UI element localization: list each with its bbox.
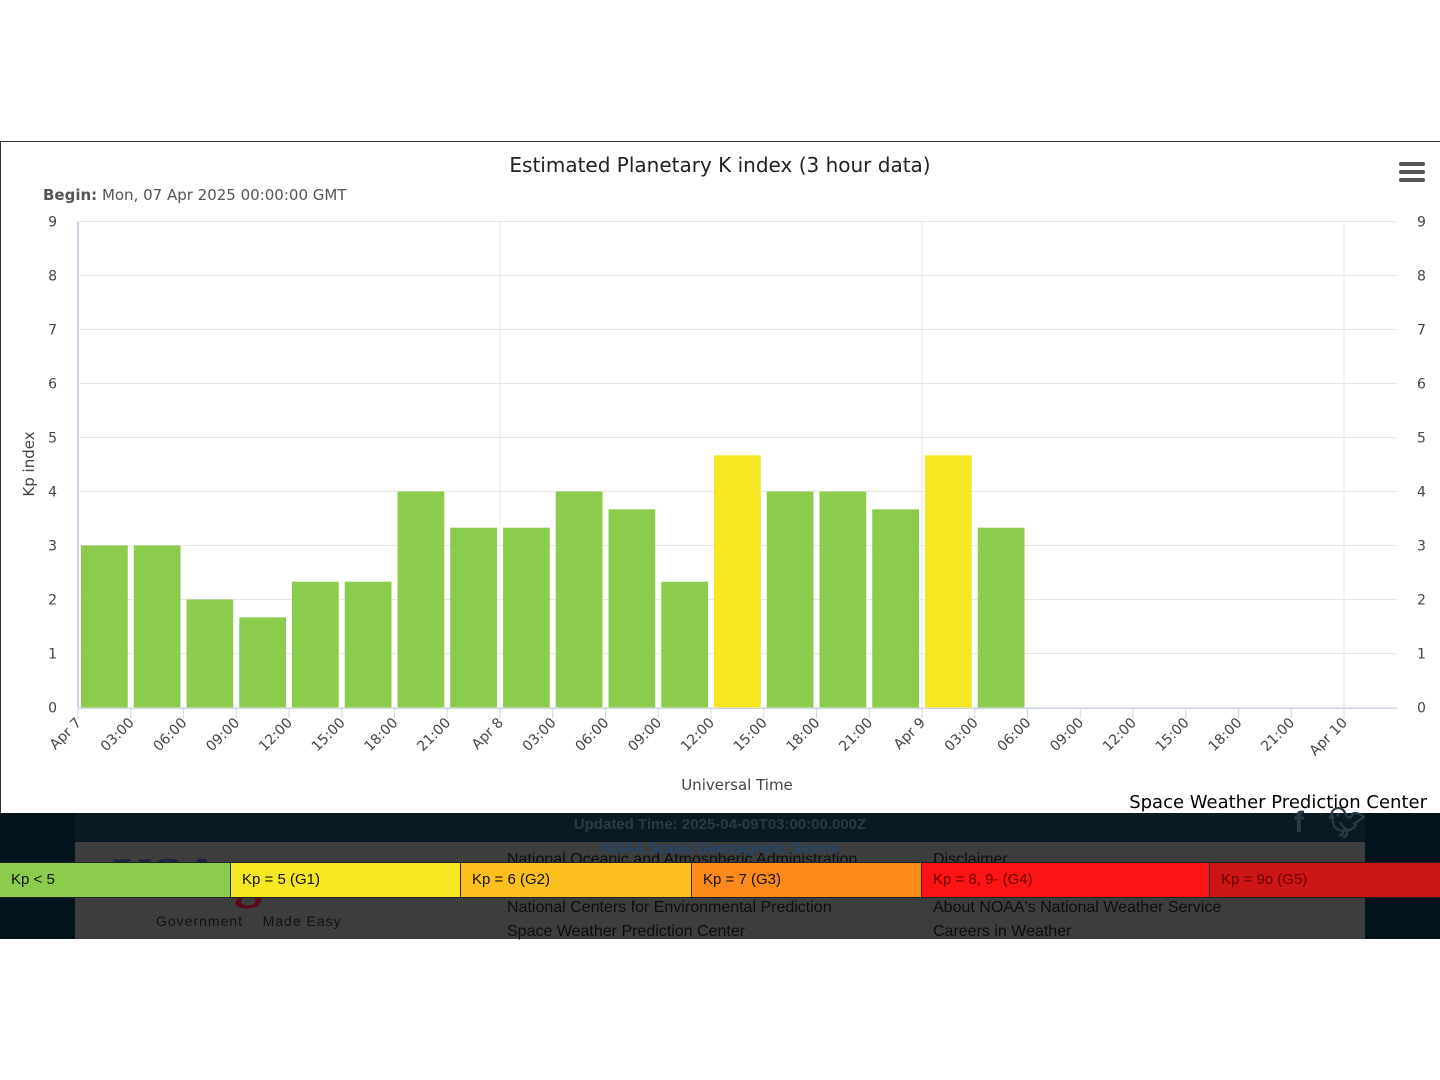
facebook-icon[interactable]: f (1294, 806, 1304, 839)
hamburger-menu-icon[interactable] (1399, 162, 1425, 184)
x-tick-label: 15:00 (1153, 715, 1193, 755)
footer-link-ncep[interactable]: National Centers for Environmental Predi… (507, 899, 832, 916)
y-tick-label-right: 1 (1417, 647, 1426, 663)
y-tick-label: 2 (48, 593, 57, 609)
y-tick-label: 1 (48, 647, 57, 663)
y-tick-label: 7 (48, 323, 57, 339)
kp-bar (450, 527, 497, 708)
y-tick-label: 6 (48, 377, 57, 393)
x-tick-label: 03:00 (520, 715, 560, 755)
kp-bar (714, 455, 761, 708)
kp-bar (503, 527, 550, 708)
kp-index-chart: 0 0 1 1 2 2 3 3 4 4 5 5 6 6 7 7 8 8 9 9 Apr 7 03:00 06:00 09:00… (20, 153, 1428, 813)
x-tick-label: 06:00 (572, 715, 612, 755)
kp-bar (344, 581, 392, 708)
y-tick-label: 4 (48, 485, 57, 501)
twitter-icon[interactable]: 🐦︎ (1328, 807, 1367, 840)
x-tick-label: Apr 7 (47, 715, 85, 753)
footer-link-swpc[interactable]: Space Weather Prediction Center (507, 923, 746, 940)
kp-bar (292, 581, 339, 708)
kp-bar (925, 455, 972, 708)
kp-bar (81, 545, 128, 708)
y-tick-label-right: 3 (1417, 539, 1426, 555)
kp-bar (186, 599, 234, 708)
x-tick-label: Apr 10 (1307, 715, 1351, 759)
legend-kp-5-g1: Kp = 5 (G1) (231, 863, 461, 897)
x-tick-label: 18:00 (361, 715, 401, 755)
x-tick-label: 15:00 (309, 715, 349, 755)
y-tick-label-right: 7 (1417, 323, 1426, 339)
y-tick-label: 5 (48, 431, 57, 447)
legend-kp-below-5: Kp < 5 (0, 863, 231, 897)
x-tick-label: 06:00 (994, 715, 1034, 755)
y-tick-label-right: 0 (1417, 701, 1426, 717)
kp-bar (555, 491, 603, 708)
y-tick-label-right: 8 (1417, 269, 1426, 285)
chart-subtitle: Begin: Mon, 07 Apr 2025 00:00:00 GMT (43, 186, 347, 204)
x-tick-label: 21:00 (836, 715, 876, 755)
usa-gov-tagline: Government Made Easy (156, 913, 342, 929)
footer-top-strip (75, 813, 1365, 842)
kp-bar (397, 491, 445, 708)
x-tick-label: 18:00 (783, 715, 823, 755)
y-tick-label: 3 (48, 539, 57, 555)
kp-bar (133, 545, 181, 708)
kp-bar (661, 581, 708, 708)
noaa-scales-link[interactable]: NOAA Scales Geomagnetic Storms (602, 840, 838, 857)
kp-bar (872, 509, 919, 708)
y-tick-label: 9 (48, 215, 57, 231)
x-tick-label: 12:00 (1100, 715, 1140, 755)
kp-legend-bar: Kp < 5 Kp = 5 (G1) Kp = 6 (G2) Kp = 7 (G… (0, 862, 1440, 898)
kp-bar (608, 509, 656, 708)
y-tick-label: 0 (48, 701, 57, 717)
x-tick-label: 12:00 (256, 715, 296, 755)
x-tick-label: 09:00 (625, 715, 665, 755)
y-axis-title: Kp index (20, 431, 38, 496)
x-tick-label: 09:00 (1047, 715, 1087, 755)
legend-kp-8-g4: Kp = 8, 9- (G4) (922, 863, 1210, 897)
kp-bar (239, 617, 286, 708)
x-tick-label: 12:00 (678, 715, 718, 755)
x-tick-label: Apr 9 (891, 715, 929, 753)
kp-bar (977, 527, 1025, 708)
x-tick-label: Apr 8 (469, 715, 507, 753)
y-tick-label-right: 5 (1417, 431, 1426, 447)
legend-kp-6-g2: Kp = 6 (G2) (461, 863, 692, 897)
y-tick-label-right: 6 (1417, 377, 1426, 393)
x-tick-label: 09:00 (203, 715, 243, 755)
x-axis-title: Universal Time (681, 776, 793, 794)
x-tick-label: 15:00 (731, 715, 771, 755)
y-tick-label-right: 4 (1417, 485, 1426, 501)
chart-title: Estimated Planetary K index (3 hour data… (509, 153, 930, 177)
x-tick-label: 03:00 (98, 715, 138, 755)
footer-link-about-nws[interactable]: About NOAA's National Weather Service (933, 899, 1222, 916)
updated-time: Updated Time: 2025-04-09T03:00:00.000Z (573, 816, 867, 833)
legend-kp-9-g5: Kp = 9o (G5) (1210, 863, 1440, 897)
kp-bar (819, 491, 867, 708)
y-tick-label-right: 2 (1417, 593, 1426, 609)
x-tick-label: 18:00 (1205, 715, 1245, 755)
legend-kp-7-g3: Kp = 7 (G3) (692, 863, 922, 897)
x-tick-label: 03:00 (942, 715, 982, 755)
footer-link-careers[interactable]: Careers in Weather (933, 923, 1072, 940)
kp-bar (766, 491, 814, 708)
y-tick-label: 8 (48, 269, 57, 285)
chart-credit: Space Weather Prediction Center (1129, 792, 1427, 813)
x-tick-label: 06:00 (150, 715, 190, 755)
x-tick-label: 21:00 (414, 715, 454, 755)
y-tick-label-right: 9 (1417, 215, 1426, 231)
x-tick-label: 21:00 (1258, 715, 1298, 755)
